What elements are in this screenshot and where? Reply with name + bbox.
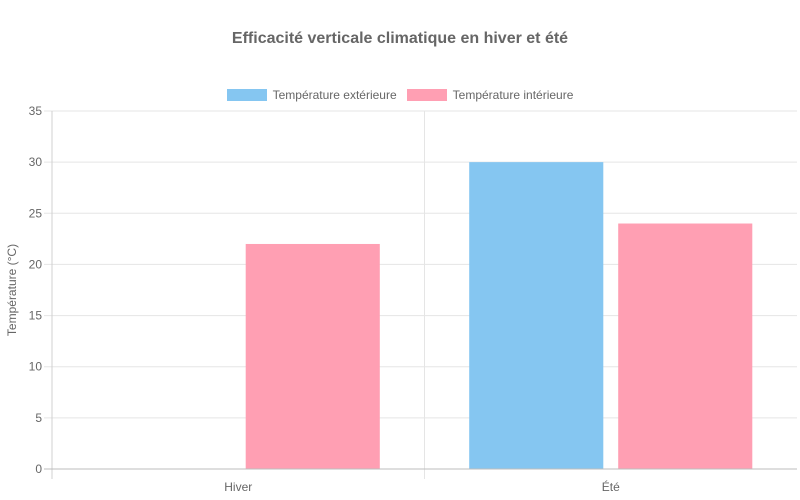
y-tick-label: 25	[29, 206, 43, 220]
legend-entry-indoor[interactable]: Température intérieure	[406, 88, 574, 102]
legend: Température extérieure Température intér…	[0, 87, 800, 103]
bars	[245, 162, 753, 469]
y-tick-label: 15	[29, 309, 43, 323]
bar-outdoor-1[interactable]	[469, 162, 604, 469]
legend-swatch-outdoor	[226, 89, 267, 101]
y-tick-label: 10	[29, 360, 43, 374]
x-tick-label: Été	[602, 479, 620, 494]
y-tick-label: 20	[29, 257, 43, 271]
x-tick-labels: Hiver Été	[224, 479, 620, 494]
y-tick-labels: 0 5 10 15 20 25 30 35	[29, 104, 43, 476]
legend-swatch-indoor	[406, 89, 447, 101]
y-axis-title: Température (°C)	[5, 244, 19, 336]
y-tick-label: 5	[35, 411, 42, 425]
legend-label-indoor: Température intérieure	[452, 88, 574, 102]
axes	[44, 111, 797, 479]
bar-indoor-1[interactable]	[618, 223, 753, 469]
legend-entry-outdoor[interactable]: Température extérieure	[226, 88, 397, 102]
y-tick-label: 35	[29, 104, 43, 118]
y-tick-label: 0	[35, 462, 42, 476]
chart-title: Efficacité verticale climatique en hiver…	[231, 30, 569, 47]
legend-label-outdoor: Température extérieure	[272, 88, 397, 102]
y-tick-label: 30	[29, 155, 43, 169]
x-tick-label: Hiver	[224, 480, 252, 494]
bar-indoor-0[interactable]	[245, 243, 380, 469]
